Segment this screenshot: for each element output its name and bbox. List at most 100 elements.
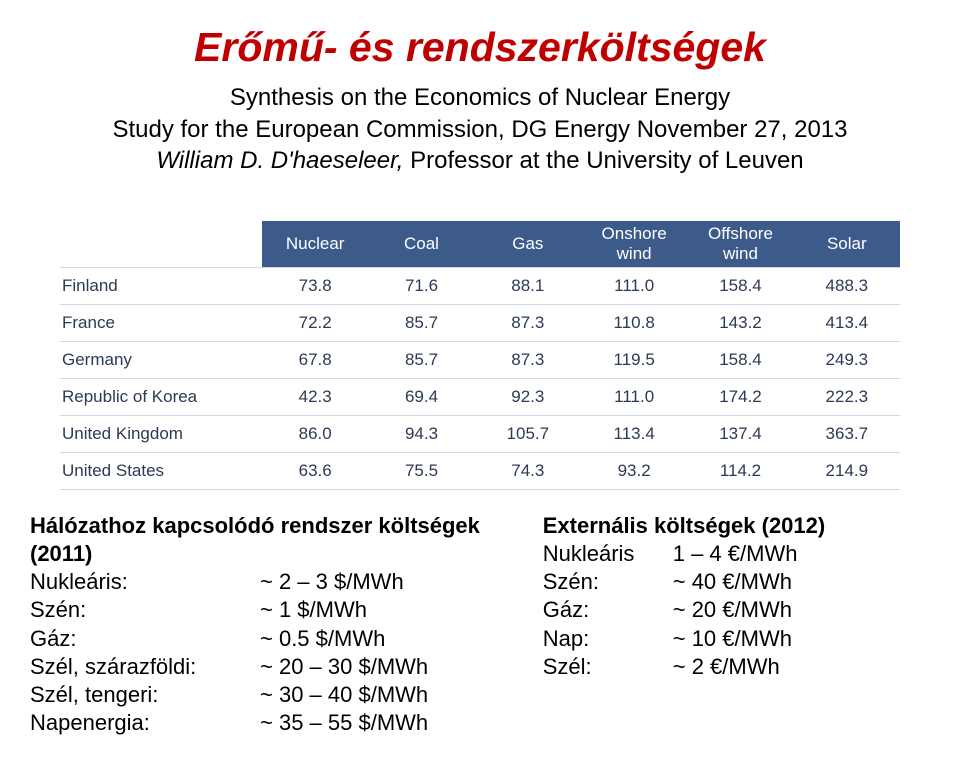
value-cell: 111.0 (581, 379, 687, 416)
value-cell: 249.3 (794, 342, 900, 379)
author-line: William D. D'haeseleer, Professor at the… (30, 147, 930, 175)
value-cell: 110.8 (581, 305, 687, 342)
table-row: United States63.675.574.393.2114.2214.9 (60, 453, 900, 490)
value-cell: 88.1 (475, 268, 581, 305)
country-cell: Republic of Korea (60, 379, 262, 416)
value-cell: 67.8 (262, 342, 368, 379)
country-cell: Finland (60, 268, 262, 305)
country-cell: United Kingdom (60, 416, 262, 453)
list-item: Nap:~ 10 €/MWh (543, 625, 930, 653)
cost-label: Nukleáris (543, 540, 673, 568)
cost-value: 1 – 4 €/MWh (673, 540, 930, 568)
list-item: Nukleáris:~ 2 – 3 $/MWh (30, 568, 495, 596)
cost-label: Nap: (543, 625, 673, 653)
list-item: Gáz:~ 20 €/MWh (543, 596, 930, 624)
table-header-row: Nuclear Coal Gas Onshore wind Offshore w… (60, 221, 900, 268)
value-cell: 111.0 (581, 268, 687, 305)
value-cell: 87.3 (475, 305, 581, 342)
col-coal: Coal (368, 221, 474, 268)
table-row: Republic of Korea42.369.492.3111.0174.22… (60, 379, 900, 416)
cost-value: ~ 2 – 3 $/MWh (260, 568, 495, 596)
value-cell: 74.3 (475, 453, 581, 490)
author-rest: Professor at the University of Leuven (403, 147, 803, 174)
page-title: Erőmű- és rendszerköltségek (30, 24, 930, 71)
value-cell: 488.3 (794, 268, 900, 305)
cost-value: ~ 2 €/MWh (673, 653, 930, 681)
cost-value: ~ 20 €/MWh (673, 596, 930, 624)
cost-label: Gáz: (30, 625, 260, 653)
value-cell: 87.3 (475, 342, 581, 379)
list-item: Szén:~ 1 $/MWh (30, 596, 495, 624)
grid-costs-block: Hálózathoz kapcsolódó rendszer költségek… (30, 512, 495, 737)
value-cell: 222.3 (794, 379, 900, 416)
grid-costs-title: Hálózathoz kapcsolódó rendszer költségek… (30, 512, 495, 568)
table-row: France72.285.787.3110.8143.2413.4 (60, 305, 900, 342)
value-cell: 42.3 (262, 379, 368, 416)
cost-label: Szél, tengeri: (30, 681, 260, 709)
col-solar: Solar (794, 221, 900, 268)
cost-label: Szén: (543, 568, 673, 596)
cost-value: ~ 10 €/MWh (673, 625, 930, 653)
value-cell: 105.7 (475, 416, 581, 453)
value-cell: 143.2 (687, 305, 793, 342)
value-cell: 93.2 (581, 453, 687, 490)
value-cell: 158.4 (687, 268, 793, 305)
external-costs-block: Externális költségek (2012) Nukleáris1 –… (543, 512, 930, 737)
value-cell: 214.9 (794, 453, 900, 490)
author-italic: William D. D'haeseleer, (156, 147, 403, 174)
col-onshore: Onshore wind (581, 221, 687, 268)
blank-header-2 (60, 221, 262, 268)
list-item: Szél, tengeri:~ 30 – 40 $/MWh (30, 681, 495, 709)
value-cell: 94.3 (368, 416, 474, 453)
col-nuclear: Nuclear (262, 221, 368, 268)
value-cell: 72.2 (262, 305, 368, 342)
value-cell: 92.3 (475, 379, 581, 416)
cost-value: ~ 0.5 $/MWh (260, 625, 495, 653)
value-cell: 63.6 (262, 453, 368, 490)
cost-value: ~ 1 $/MWh (260, 596, 495, 624)
value-cell: 137.4 (687, 416, 793, 453)
cost-label: Szél: (543, 653, 673, 681)
list-item: Gáz:~ 0.5 $/MWh (30, 625, 495, 653)
cost-label: Napenergia: (30, 709, 260, 737)
country-cell: Germany (60, 342, 262, 379)
cost-label: Gáz: (543, 596, 673, 624)
value-cell: 86.0 (262, 416, 368, 453)
value-cell: 413.4 (794, 305, 900, 342)
value-cell: 119.5 (581, 342, 687, 379)
list-item: Nukleáris1 – 4 €/MWh (543, 540, 930, 568)
cost-value: ~ 40 €/MWh (673, 568, 930, 596)
subtitle-line1: Synthesis on the Economics of Nuclear En… (30, 83, 930, 113)
cost-value: ~ 35 – 55 $/MWh (260, 709, 495, 737)
value-cell: 363.7 (794, 416, 900, 453)
value-cell: 73.8 (262, 268, 368, 305)
external-costs-title: Externális költségek (2012) (543, 512, 930, 540)
table-title: Plant-level costs (USD/MWh) (262, 191, 900, 221)
col-gas: Gas (475, 221, 581, 268)
value-cell: 174.2 (687, 379, 793, 416)
country-cell: France (60, 305, 262, 342)
col-offshore: Offshore wind (687, 221, 793, 268)
cost-value: ~ 20 – 30 $/MWh (260, 653, 495, 681)
value-cell: 158.4 (687, 342, 793, 379)
value-cell: 85.7 (368, 305, 474, 342)
subtitle-line2: Study for the European Commission, DG En… (30, 115, 930, 145)
country-cell: United States (60, 453, 262, 490)
table-row: Finland73.871.688.1111.0158.4488.3 (60, 268, 900, 305)
list-item: Szén:~ 40 €/MWh (543, 568, 930, 596)
list-item: Szél:~ 2 €/MWh (543, 653, 930, 681)
cost-table: Plant-level costs (USD/MWh) Nuclear Coal… (60, 191, 900, 490)
blank-header (60, 191, 262, 221)
value-cell: 71.6 (368, 268, 474, 305)
value-cell: 113.4 (581, 416, 687, 453)
cost-label: Nukleáris: (30, 568, 260, 596)
list-item: Szél, szárazföldi:~ 20 – 30 $/MWh (30, 653, 495, 681)
value-cell: 85.7 (368, 342, 474, 379)
value-cell: 114.2 (687, 453, 793, 490)
list-item: Napenergia:~ 35 – 55 $/MWh (30, 709, 495, 737)
table-row: United Kingdom86.094.3105.7113.4137.4363… (60, 416, 900, 453)
value-cell: 69.4 (368, 379, 474, 416)
table-row: Germany67.885.787.3119.5158.4249.3 (60, 342, 900, 379)
cost-label: Szén: (30, 596, 260, 624)
cost-value: ~ 30 – 40 $/MWh (260, 681, 495, 709)
